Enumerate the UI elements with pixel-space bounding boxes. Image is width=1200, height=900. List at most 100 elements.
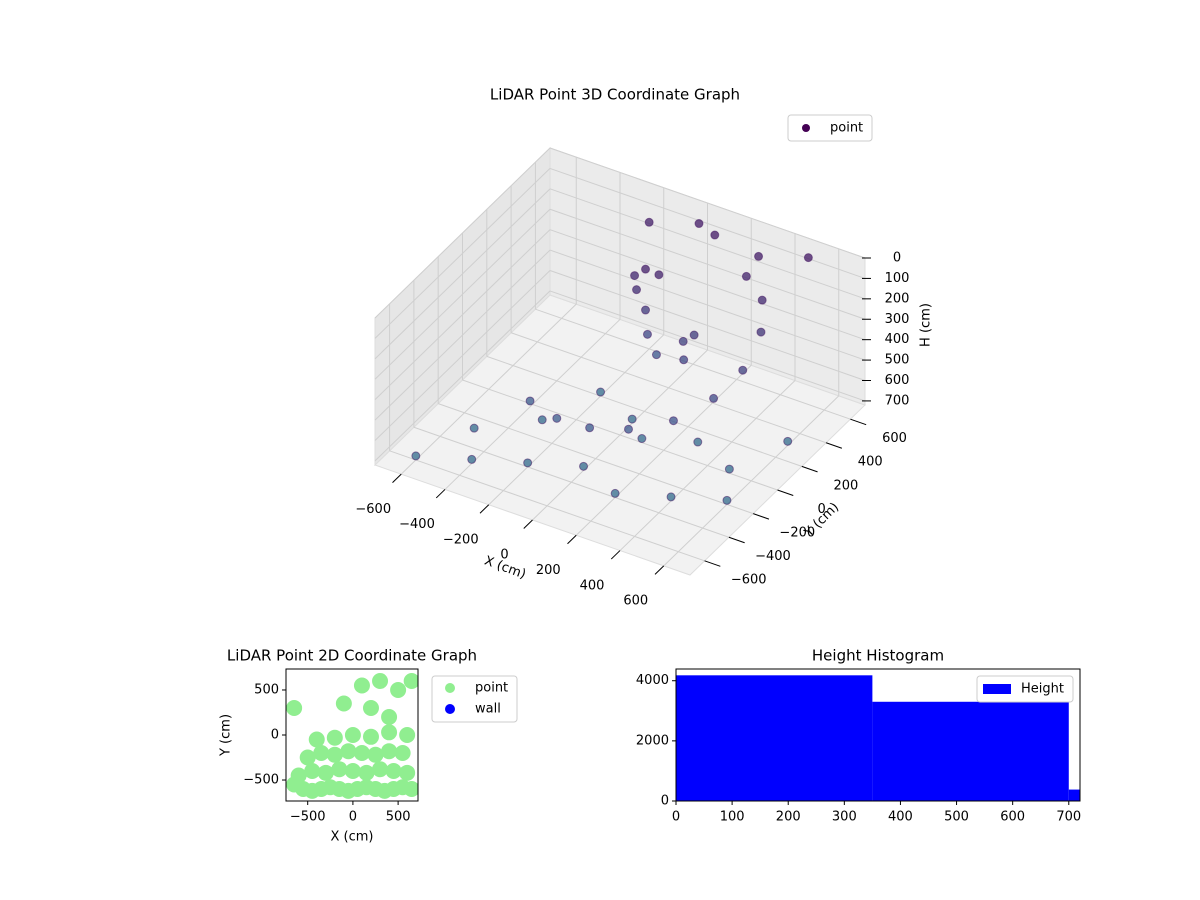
y-tick-label: 600 xyxy=(882,431,907,446)
y-tick-label: 500 xyxy=(254,682,279,697)
legend-box xyxy=(787,114,873,142)
point xyxy=(340,743,357,760)
point xyxy=(552,413,562,423)
point xyxy=(299,749,316,766)
chart-title: LiDAR Point 2D Coordinate Graph xyxy=(227,647,477,665)
x-tick-label: 700 xyxy=(1056,810,1081,825)
grid-line xyxy=(535,308,851,420)
tick-mark xyxy=(728,536,745,544)
legend-marker xyxy=(802,124,810,132)
point xyxy=(641,305,651,315)
point xyxy=(537,415,547,425)
point xyxy=(372,761,389,778)
point xyxy=(394,745,411,762)
tick-mark xyxy=(801,465,818,473)
grid-line xyxy=(374,229,551,401)
legend-label: point xyxy=(475,681,508,696)
x-tick-label: 400 xyxy=(888,810,913,825)
x-tick-label: 0 xyxy=(500,548,508,563)
y-axis-label: Y (cm) xyxy=(219,714,234,757)
point xyxy=(381,708,398,725)
x-tick-label: 200 xyxy=(776,810,801,825)
grid-line xyxy=(413,426,730,538)
y-tick-label: 0 xyxy=(271,728,279,743)
grid-line xyxy=(374,188,551,360)
grid-line xyxy=(374,208,551,380)
x-tick-label: 500 xyxy=(386,810,411,825)
point xyxy=(579,461,589,471)
z-tick-label: 400 xyxy=(885,332,910,347)
x-tick-label: −400 xyxy=(399,517,435,532)
x-tick-label: −500 xyxy=(290,810,326,825)
point xyxy=(632,285,642,295)
point xyxy=(694,219,704,229)
point xyxy=(399,727,416,743)
grid-line xyxy=(462,379,778,491)
y-tick-label: −200 xyxy=(779,526,815,541)
point xyxy=(738,365,748,375)
point xyxy=(353,677,370,694)
x-axis-label: X (cm) xyxy=(331,830,374,845)
point xyxy=(317,764,334,781)
x-tick-label: 400 xyxy=(580,578,605,593)
point xyxy=(710,230,720,240)
grid-line xyxy=(549,290,866,402)
point xyxy=(678,336,688,346)
bar xyxy=(676,675,873,801)
y-tick-label: 0 xyxy=(661,794,669,809)
tick-mark xyxy=(850,418,867,426)
y-tick-label: −600 xyxy=(731,573,767,588)
point xyxy=(469,423,479,433)
point xyxy=(403,781,418,798)
x-tick-label: −600 xyxy=(355,502,391,517)
legend-marker xyxy=(445,683,455,693)
point xyxy=(344,763,361,780)
x-tick-label: 0 xyxy=(672,810,680,825)
x-tick-label: 200 xyxy=(536,563,561,578)
point xyxy=(679,355,689,365)
point xyxy=(372,672,389,689)
grid-line xyxy=(486,355,802,467)
point xyxy=(381,743,398,760)
y-tick-label: −500 xyxy=(243,773,279,788)
point xyxy=(610,488,620,498)
tick-mark xyxy=(777,489,794,496)
tick-mark xyxy=(435,489,446,499)
x-tick-label: 500 xyxy=(944,810,969,825)
grid-line xyxy=(374,168,551,339)
point xyxy=(331,761,348,778)
point xyxy=(523,458,533,468)
point xyxy=(308,731,325,748)
y-tick-label: 0 xyxy=(817,502,825,517)
legend-box xyxy=(431,675,518,723)
point xyxy=(596,387,606,397)
x-tick-label: 300 xyxy=(832,810,857,825)
legend-marker xyxy=(983,684,1011,694)
point xyxy=(585,423,595,433)
y-tick-label: 200 xyxy=(833,478,858,493)
point xyxy=(525,396,535,406)
point xyxy=(362,699,379,716)
point xyxy=(803,253,813,263)
tick-mark xyxy=(825,442,843,449)
legend-label: point xyxy=(830,121,863,136)
z-tick-label: 100 xyxy=(885,271,910,286)
tick-mark xyxy=(753,513,770,520)
grid-line xyxy=(374,249,551,421)
x-tick-label: −200 xyxy=(443,532,479,547)
grid-line xyxy=(374,290,551,462)
axes-frame xyxy=(675,668,1081,802)
grid-line xyxy=(389,450,705,562)
x-tick-label: 600 xyxy=(623,594,648,609)
point xyxy=(654,270,664,280)
point xyxy=(757,295,767,305)
grid-line xyxy=(549,249,866,361)
point xyxy=(630,271,640,281)
point xyxy=(367,746,384,763)
point xyxy=(637,434,647,444)
chart-title: Height Histogram xyxy=(812,647,944,665)
grid-line xyxy=(549,229,866,341)
plot-2d: point wall −500 0 500 −500 0 500 X (cm) Y (cm) LiD… xyxy=(219,647,518,845)
point xyxy=(335,695,352,712)
